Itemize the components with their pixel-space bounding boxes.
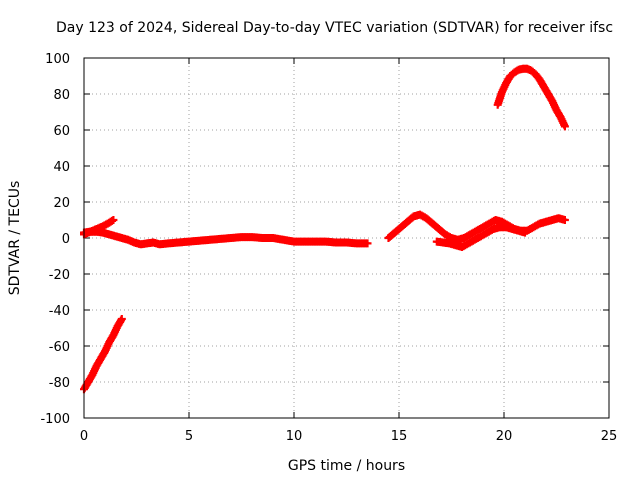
y-tick-label: -20 [49, 268, 70, 283]
axes: 0 5 10 15 20 25 -100 -80 -60 -40 -20 0 20 40 60 80 100 [40, 52, 617, 444]
data-points [80, 64, 569, 394]
y-tick-label: 80 [53, 88, 70, 103]
x-tick-label: 25 [601, 429, 618, 444]
series-morning-track [80, 227, 372, 249]
series-early-negative-track [80, 315, 126, 394]
data-point [117, 315, 126, 323]
y-tick-label: 0 [62, 232, 70, 247]
grid [84, 58, 609, 418]
series-high-arc-track [493, 64, 569, 131]
y-tick-label: 20 [53, 196, 70, 211]
y-tick-label: 60 [53, 124, 70, 139]
x-axis-label: GPS time / hours [288, 458, 405, 474]
data-point [521, 228, 529, 237]
series-afternoon-track [384, 210, 569, 244]
data-point [560, 216, 569, 224]
x-tick-label: 20 [496, 429, 513, 444]
plot-frame [83, 57, 610, 419]
y-tick-label: -60 [49, 340, 70, 355]
data-point [109, 216, 118, 224]
data-point [363, 239, 372, 248]
x-tick-label: 0 [80, 429, 88, 444]
y-tick-label: 40 [53, 160, 70, 175]
x-tick-label: 5 [185, 429, 193, 444]
x-tick-label: 10 [286, 429, 303, 444]
y-axis-label: SDTVAR / TECUs [7, 181, 23, 296]
y-tick-label: -80 [49, 376, 70, 391]
x-tick-label: 15 [391, 429, 408, 444]
y-tick-label: -100 [40, 412, 70, 427]
series-afternoon-lower-track [432, 223, 529, 251]
y-tick-label: 100 [45, 52, 70, 67]
y-tick-label: -40 [49, 304, 70, 319]
data-point [560, 122, 569, 131]
chart-title: Day 123 of 2024, Sidereal Day-to-day VTE… [56, 20, 613, 36]
